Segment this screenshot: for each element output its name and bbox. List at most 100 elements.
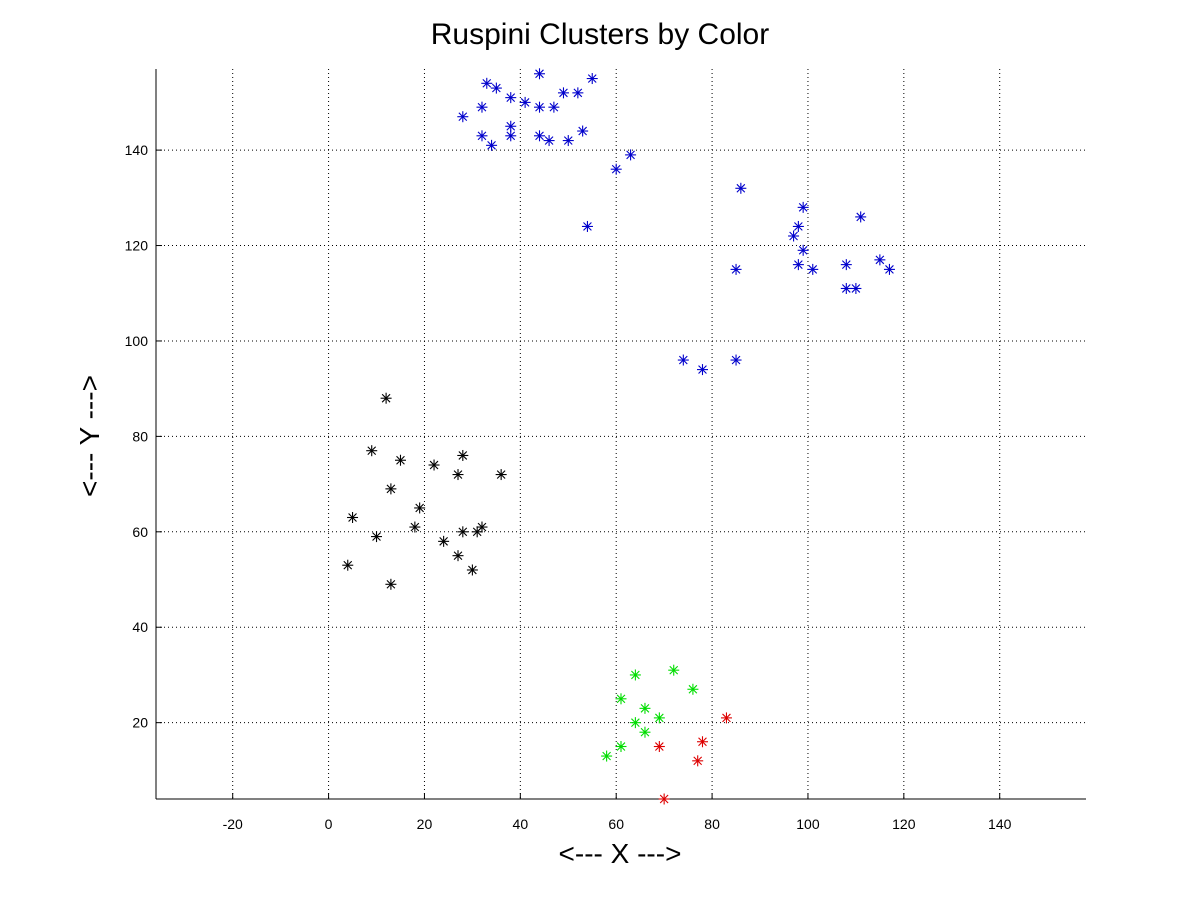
y-axis-label: <--- Y ---> xyxy=(74,375,105,497)
data-point xyxy=(797,244,809,256)
data-point xyxy=(788,230,800,242)
data-point xyxy=(653,712,665,724)
y-tick-label: 140 xyxy=(125,142,149,158)
data-point xyxy=(414,502,426,514)
x-tick-label: 20 xyxy=(417,816,433,832)
axes xyxy=(155,69,1086,800)
data-point xyxy=(457,449,469,461)
y-tick-label: 120 xyxy=(125,238,149,254)
data-point xyxy=(505,120,517,132)
data-point xyxy=(629,669,641,681)
data-point xyxy=(792,259,804,271)
data-point xyxy=(476,130,488,142)
data-point xyxy=(668,664,680,676)
data-point xyxy=(505,130,517,142)
y-tick-label: 60 xyxy=(132,524,148,540)
data-point xyxy=(457,111,469,123)
data-point xyxy=(692,755,704,767)
data-point xyxy=(543,135,555,147)
data-point xyxy=(625,149,637,161)
x-tick-label: 40 xyxy=(513,816,529,832)
x-tick-label: 60 xyxy=(608,816,624,832)
x-tick-label: 100 xyxy=(796,816,820,832)
data-point xyxy=(807,263,819,275)
y-tick-label: 80 xyxy=(132,428,148,444)
y-tick-label: 20 xyxy=(132,715,148,731)
x-tick-label: 120 xyxy=(892,816,916,832)
data-point xyxy=(840,259,852,271)
data-point xyxy=(366,445,378,457)
x-tick-label: 80 xyxy=(704,816,720,832)
data-point xyxy=(730,354,742,366)
data-point xyxy=(486,139,498,151)
data-point xyxy=(735,182,747,194)
data-point xyxy=(557,87,569,99)
data-point xyxy=(476,521,488,533)
data-point xyxy=(577,125,589,137)
data-points xyxy=(342,68,895,805)
data-point xyxy=(696,736,708,748)
data-point xyxy=(481,77,493,89)
data-point xyxy=(534,130,546,142)
data-point xyxy=(534,101,546,113)
data-point xyxy=(639,702,651,714)
data-point xyxy=(505,92,517,104)
data-point xyxy=(840,282,852,294)
data-point xyxy=(466,564,478,576)
data-point xyxy=(548,101,560,113)
data-point xyxy=(490,82,502,94)
data-point xyxy=(476,101,488,113)
y-tick-label: 100 xyxy=(125,333,149,349)
series-0 xyxy=(457,68,895,376)
data-point xyxy=(380,392,392,404)
data-point xyxy=(371,531,383,543)
data-point xyxy=(471,526,483,538)
series-3 xyxy=(653,712,732,805)
x-tick-label: -20 xyxy=(223,816,243,832)
data-point xyxy=(615,741,627,753)
data-point xyxy=(409,521,421,533)
data-point xyxy=(855,211,867,223)
data-point xyxy=(653,741,665,753)
data-point xyxy=(495,469,507,481)
data-point xyxy=(534,68,546,80)
data-point xyxy=(792,220,804,232)
data-point xyxy=(438,535,450,547)
x-axis-label: <--- X ---> xyxy=(558,838,682,869)
series-2 xyxy=(601,664,699,762)
data-point xyxy=(457,526,469,538)
data-point xyxy=(347,511,359,523)
data-point xyxy=(385,483,397,495)
data-point xyxy=(586,73,598,85)
y-tick-label: 40 xyxy=(132,619,148,635)
x-tick-label: 0 xyxy=(325,816,333,832)
tick-labels: -20 0 20 40 60 80 100 120 140 20 40 60 80 100 120 140 xyxy=(125,142,1012,832)
data-point xyxy=(452,550,464,562)
data-point xyxy=(615,693,627,705)
data-point xyxy=(394,454,406,466)
data-point xyxy=(601,750,613,762)
data-point xyxy=(730,263,742,275)
data-point xyxy=(874,254,886,266)
data-point xyxy=(572,87,584,99)
data-point xyxy=(720,712,732,724)
grid-lines xyxy=(156,69,1086,799)
data-point xyxy=(581,220,593,232)
data-point xyxy=(519,96,531,108)
data-point xyxy=(883,263,895,275)
data-point xyxy=(342,559,354,571)
data-point xyxy=(797,201,809,213)
x-tick-label: 140 xyxy=(988,816,1012,832)
data-point xyxy=(696,364,708,376)
data-point xyxy=(687,683,699,695)
data-point xyxy=(452,469,464,481)
data-point xyxy=(610,163,622,175)
chart-title: Ruspini Clusters by Color xyxy=(430,18,770,51)
series-1 xyxy=(342,392,507,590)
data-point xyxy=(658,793,670,805)
data-point xyxy=(850,282,862,294)
data-point xyxy=(385,578,397,590)
data-point xyxy=(562,135,574,147)
data-point xyxy=(629,717,641,729)
